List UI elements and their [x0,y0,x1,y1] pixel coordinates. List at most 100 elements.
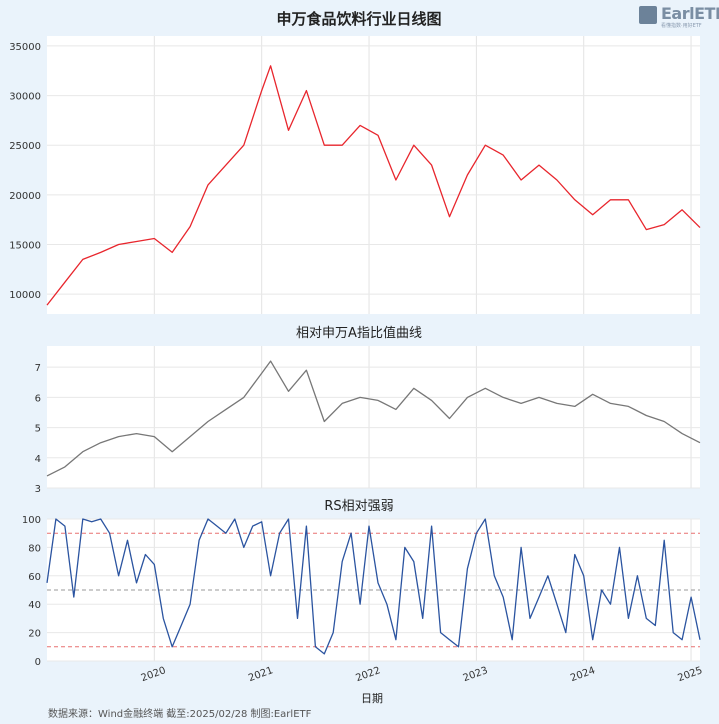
data-point-2-31 [323,653,325,655]
data-point-2-72 [690,596,692,598]
data-point-2-17 [198,539,200,541]
data-point-2-45 [449,639,451,641]
data-point-1-29 [556,402,558,404]
logo-text: EarlETF [661,4,719,23]
data-point-1-12 [261,372,263,374]
data-point-2-14 [171,646,173,648]
data-point-1-37 [699,442,701,444]
data-point-1-3 [100,442,102,444]
y-tick-label-0-1: 15000 [9,241,41,252]
data-point-0-8 [189,226,191,228]
data-point-0-29 [556,179,558,181]
data-point-2-9 [127,539,129,541]
data-point-2-70 [672,632,674,634]
data-point-0-33 [627,199,629,201]
data-point-2-64 [618,546,620,548]
y-tick-label-1-3: 6 [35,393,41,404]
data-point-2-65 [627,617,629,619]
data-point-1-5 [135,433,137,435]
y-tick-label-0-3: 25000 [9,141,41,152]
data-point-0-20 [395,179,397,181]
data-point-2-36 [368,525,370,527]
data-point-0-3 [100,251,102,253]
data-point-1-7 [171,451,173,453]
data-point-2-21 [234,518,236,520]
data-point-0-37 [699,227,701,229]
data-point-0-36 [681,209,683,211]
y-tick-label-2-5: 100 [22,515,41,526]
data-point-2-67 [645,617,647,619]
data-point-2-23 [252,525,254,527]
data-point-2-43 [431,525,433,527]
data-point-2-6 [100,518,102,520]
data-point-1-11 [243,396,245,398]
data-point-2-12 [153,563,155,565]
data-point-2-48 [475,532,477,534]
data-point-2-60 [583,575,585,577]
data-point-2-47 [466,568,468,570]
data-point-2-11 [144,554,146,556]
data-point-2-38 [386,603,388,605]
data-point-1-1 [64,466,66,468]
source-footer: 数据来源：Wind金融终端 截至:2025/02/28 制图:EarlETF [48,709,312,720]
data-point-0-0 [46,304,48,306]
y-tick-label-2-2: 40 [28,600,41,611]
data-point-1-2 [82,451,84,453]
series-line-1 [46,360,701,477]
data-point-2-33 [341,561,343,563]
data-point-0-9 [207,184,209,186]
data-point-2-4 [82,518,84,520]
data-point-2-68 [654,625,656,627]
data-point-2-5 [91,521,93,523]
data-point-0-15 [305,90,307,92]
data-point-2-71 [681,639,683,641]
data-point-2-59 [574,554,576,556]
series-line-2 [46,518,701,655]
data-point-0-17 [341,144,343,146]
data-point-0-4 [118,244,120,246]
data-point-2-30 [314,646,316,648]
data-point-2-32 [332,632,334,634]
x-tick-label-2025: 2025 [676,665,704,684]
data-point-0-34 [645,229,647,231]
data-point-0-18 [359,124,361,126]
data-point-2-46 [457,646,459,648]
data-point-2-25 [270,575,272,577]
data-point-1-21 [413,387,415,389]
data-point-2-10 [135,582,137,584]
data-point-1-33 [627,405,629,407]
data-point-1-32 [610,402,612,404]
data-point-2-66 [636,575,638,577]
logo-subtext: 看懂指数·用好ETF [661,23,702,29]
data-point-0-35 [663,224,665,226]
data-point-0-25 [484,144,486,146]
data-point-2-19 [216,525,218,527]
data-point-1-8 [189,436,191,438]
y-tick-label-1-1: 4 [35,454,41,465]
data-point-2-15 [180,625,182,627]
data-point-1-20 [395,408,397,410]
data-point-2-3 [73,596,75,598]
data-point-2-35 [359,603,361,605]
y-tick-label-2-0: 0 [35,657,41,668]
data-point-2-69 [663,539,665,541]
data-point-1-25 [484,387,486,389]
data-point-1-30 [574,405,576,407]
data-point-2-63 [610,603,612,605]
data-point-0-28 [538,164,540,166]
y-tick-label-2-3: 60 [28,572,41,583]
y-tick-label-0-4: 30000 [9,92,41,103]
data-point-2-62 [601,589,603,591]
data-point-0-27 [520,179,522,181]
data-point-2-34 [350,532,352,534]
data-point-2-24 [261,521,263,523]
data-point-1-28 [538,396,540,398]
data-point-0-21 [413,144,415,146]
data-point-2-27 [288,518,290,520]
data-point-2-13 [162,617,164,619]
data-point-2-8 [118,575,120,577]
data-point-2-57 [556,603,558,605]
data-point-0-22 [431,164,433,166]
data-point-1-0 [46,475,48,477]
data-point-2-53 [520,546,522,548]
